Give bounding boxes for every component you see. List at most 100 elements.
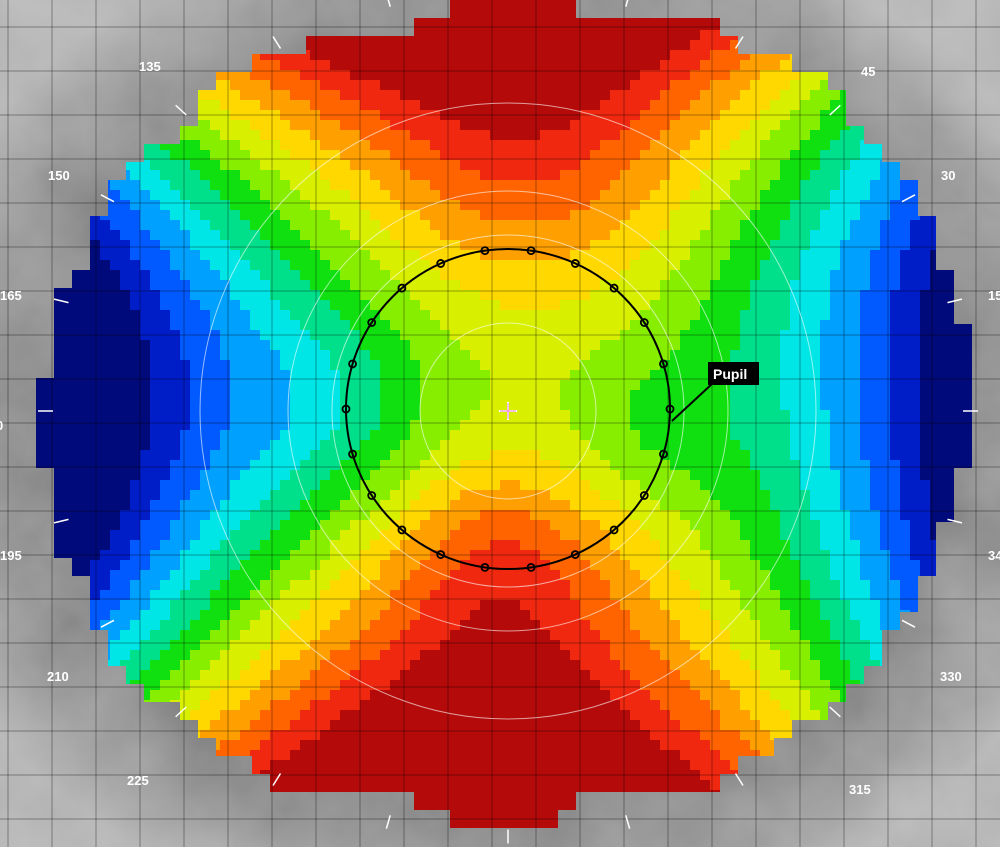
heat-cell xyxy=(360,100,371,111)
heat-cell xyxy=(470,270,481,281)
heat-cell xyxy=(360,220,371,231)
heat-cell xyxy=(36,410,41,421)
heat-cell xyxy=(460,350,471,361)
heat-cell xyxy=(780,270,791,281)
heat-cell xyxy=(710,460,721,471)
heat-cell xyxy=(260,280,271,291)
heat-cell xyxy=(750,420,761,431)
heat-cell xyxy=(870,180,881,191)
heat-cell xyxy=(620,20,631,31)
heat-cell xyxy=(140,240,151,251)
heat-cell xyxy=(510,470,521,481)
heat-cell xyxy=(910,440,921,451)
heat-cell xyxy=(260,50,271,61)
heat-cell xyxy=(260,410,271,421)
heat-cell xyxy=(70,470,81,481)
heat-cell xyxy=(710,70,721,81)
heat-cell xyxy=(90,430,101,441)
heat-cell xyxy=(380,120,391,131)
heat-cell xyxy=(630,250,641,261)
heat-cell xyxy=(810,260,821,271)
heat-cell xyxy=(190,390,201,401)
heat-cell xyxy=(90,340,101,351)
heat-cell xyxy=(300,430,311,441)
heat-cell xyxy=(880,460,891,471)
heat-cell xyxy=(180,130,191,141)
heat-cell xyxy=(180,210,191,221)
heat-cell xyxy=(570,20,581,31)
heat-cell xyxy=(100,220,111,231)
heat-cell xyxy=(200,380,211,391)
heat-cell xyxy=(630,200,641,211)
heat-cell xyxy=(100,370,111,381)
heat-cell xyxy=(520,20,531,31)
heat-cell xyxy=(730,320,741,331)
heat-cell xyxy=(540,170,551,181)
heat-cell xyxy=(490,90,501,101)
heat-cell xyxy=(680,80,691,91)
heat-cell xyxy=(420,290,431,301)
heat-cell xyxy=(150,250,161,261)
heat-cell xyxy=(970,410,972,421)
heat-cell xyxy=(770,80,781,91)
heat-cell xyxy=(400,40,411,51)
heat-cell xyxy=(160,340,171,351)
heat-cell xyxy=(710,190,721,201)
heat-cell xyxy=(420,370,431,381)
heat-cell xyxy=(460,410,471,421)
heat-cell xyxy=(880,280,891,291)
heat-cell xyxy=(560,90,571,101)
heat-cell xyxy=(480,290,491,301)
heat-cell xyxy=(830,390,841,401)
heat-cell xyxy=(730,240,741,251)
heat-cell xyxy=(630,390,641,401)
heat-cell xyxy=(310,470,321,481)
heat-cell xyxy=(690,400,701,411)
heat-cell xyxy=(520,430,531,441)
heat-cell xyxy=(100,270,111,281)
heat-cell xyxy=(310,290,321,301)
heat-cell xyxy=(390,60,401,71)
heat-cell xyxy=(600,80,611,91)
heat-cell xyxy=(440,290,451,301)
heat-cell xyxy=(270,60,281,71)
heat-cell xyxy=(770,100,781,111)
heat-cell xyxy=(280,190,291,201)
heat-cell xyxy=(450,80,461,91)
heat-cell xyxy=(130,330,141,341)
heat-cell xyxy=(730,210,741,221)
heat-cell xyxy=(290,290,301,301)
heat-cell xyxy=(220,230,231,241)
heat-cell xyxy=(570,0,581,11)
heat-cell xyxy=(36,390,41,401)
heat-cell xyxy=(280,180,291,191)
heat-cell xyxy=(490,450,501,461)
heat-cell xyxy=(410,440,421,451)
heat-cell xyxy=(490,360,501,371)
heat-cell xyxy=(850,130,861,141)
heat-cell xyxy=(440,410,451,421)
heat-cell xyxy=(260,70,271,81)
heat-cell xyxy=(640,370,651,381)
heat-cell xyxy=(800,350,811,361)
heat-cell xyxy=(430,150,441,161)
heat-cell xyxy=(560,120,571,131)
heat-cell xyxy=(500,380,511,391)
heat-cell xyxy=(490,160,501,171)
heat-cell xyxy=(80,390,91,401)
heat-cell xyxy=(680,260,691,271)
heat-cell xyxy=(50,420,61,431)
heat-cell xyxy=(590,100,601,111)
heat-cell xyxy=(400,120,411,131)
heat-cell xyxy=(70,280,81,291)
heat-cell xyxy=(580,50,591,61)
heat-cell xyxy=(810,120,821,131)
heat-cell xyxy=(300,340,311,351)
heat-cell xyxy=(460,20,471,31)
heat-cell xyxy=(290,180,301,191)
heat-cell xyxy=(580,230,591,241)
heat-cell xyxy=(130,450,141,461)
heat-cell xyxy=(60,380,71,391)
heat-cell xyxy=(510,290,521,301)
heat-cell xyxy=(580,80,591,91)
